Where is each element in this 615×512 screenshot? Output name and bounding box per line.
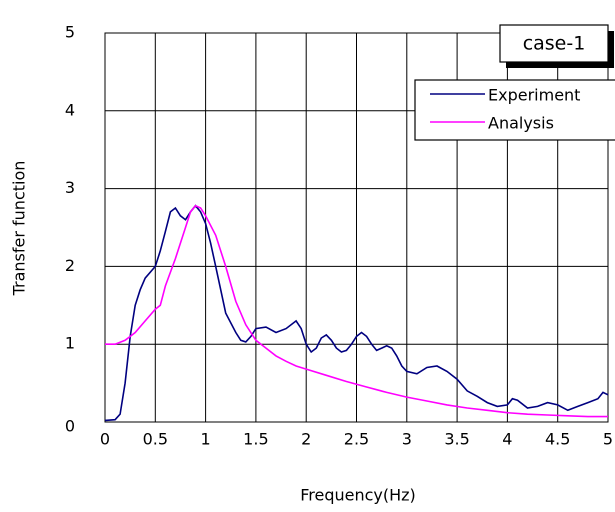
y-tick-label: 0 <box>65 417 75 436</box>
x-tick-label: 1.5 <box>243 430 268 449</box>
x-tick-label: 0.5 <box>143 430 168 449</box>
annotation: case-1 <box>523 33 586 55</box>
x-tick-label: 4.5 <box>545 430 570 449</box>
legend-label: Experiment <box>488 86 580 105</box>
y-tick-label: 2 <box>65 256 75 275</box>
x-tick-label: 2.5 <box>344 430 369 449</box>
data-line <box>105 204 608 418</box>
y-tick-label: 1 <box>65 334 75 353</box>
x-tick-label: 1 <box>201 430 211 449</box>
x-tick-label: 3 <box>402 430 412 449</box>
data-line <box>104 204 609 422</box>
x-tick-label: 5 <box>603 430 613 449</box>
x-tick-label: 0 <box>100 430 110 449</box>
y-tick-label: 3 <box>65 178 75 197</box>
y-tick-label: 5 <box>65 23 75 42</box>
y-tick-label: 4 <box>65 100 75 119</box>
legend-box <box>414 79 615 141</box>
x-tick-label: 4 <box>502 430 512 449</box>
annotation-box <box>499 24 609 63</box>
legend-label: Analysis <box>488 114 554 133</box>
x-axis-label: Frequency(Hz) <box>300 486 416 505</box>
x-tick-label: 2 <box>301 430 311 449</box>
x-tick-label: 3.5 <box>444 430 469 449</box>
y-axis-label: Transfer function <box>10 161 29 297</box>
